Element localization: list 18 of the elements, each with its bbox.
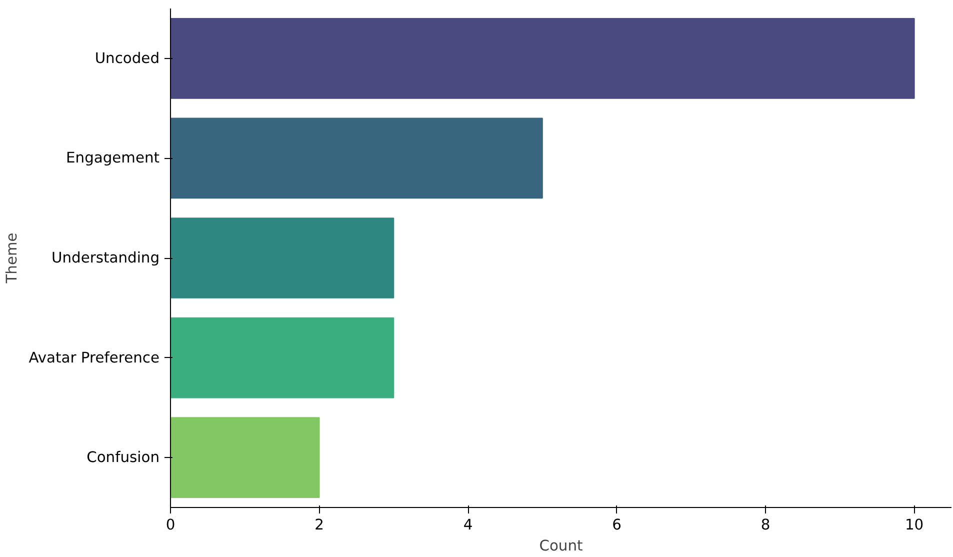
bar <box>170 18 915 99</box>
x-tick-label: 0 <box>166 516 176 534</box>
x-tick-label: 2 <box>314 516 324 534</box>
x-tick-label: 8 <box>760 516 770 534</box>
bar <box>170 417 320 498</box>
x-tick-label: 10 <box>904 516 924 534</box>
x-axis-title: Count <box>539 538 584 554</box>
x-tick-label: 4 <box>463 516 473 534</box>
y-tick-label: Engagement <box>66 150 160 167</box>
y-axis-title: Theme <box>4 232 21 284</box>
bar <box>170 118 543 199</box>
y-tick-label: Confusion <box>86 449 160 466</box>
y-tick-label: Uncoded <box>94 50 160 67</box>
bar <box>170 218 394 298</box>
y-tick-label: Understanding <box>52 250 160 266</box>
x-tick-label: 6 <box>612 516 622 534</box>
bar <box>170 317 394 398</box>
y-tick-label: Avatar Preference <box>28 349 160 366</box>
